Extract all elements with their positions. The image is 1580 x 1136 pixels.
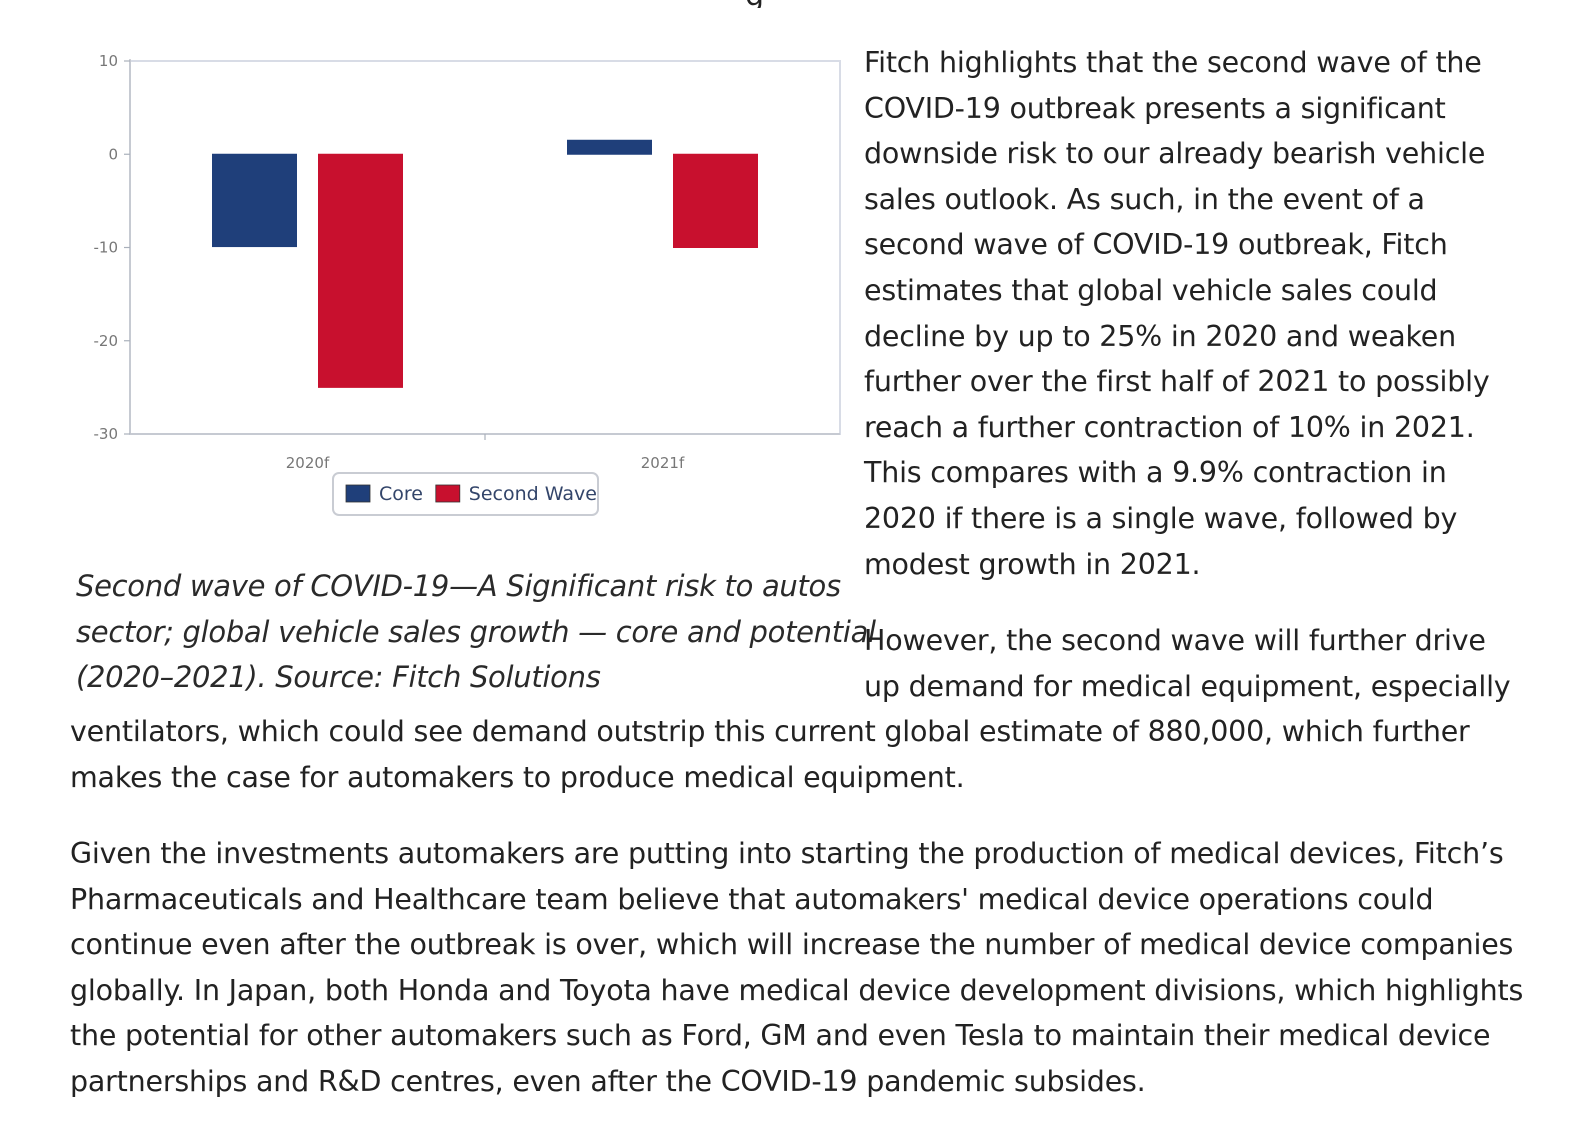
paragraph-automaker-investments: Given the investments automakers are put… [70,831,1530,1105]
text-line: the potential for other automakers such … [70,1019,1491,1053]
text-line: further over the first half of 2021 to p… [864,365,1490,399]
legend-swatch-second-wave [435,484,461,503]
text-line: partnerships and R&D centres, even after… [70,1064,1146,1098]
text-line: Fitch highlights that the second wave of… [864,46,1482,79]
cut-off-heading-text: g [745,0,764,8]
legend-label-core: Core [379,483,423,505]
text-line: globally. In Japan, both Honda and Toyot… [70,973,1524,1007]
text-line: up demand for medical equipment, especia… [864,669,1511,703]
caption-line: sector; global vehicle sales growth — co… [76,614,876,649]
legend-box [332,472,599,516]
y-tick-label: -10 [94,239,119,257]
text-line: continue even after the outbreak is over… [70,928,1514,962]
y-tick-label: -30 [94,425,119,443]
caption-line: (2020–2021). Source: Fitch Solutions [76,660,601,695]
text-line: Pharmaceuticals and Healthcare team beli… [70,882,1434,916]
text-line: However, the second wave will further dr… [864,624,1486,657]
cut-off-heading: g [0,0,1580,8]
paragraph-medical-demand-continued: ventilators, which could see demand outs… [70,709,1530,800]
bar-second-wave-2021f [673,153,758,248]
text-line: ventilators, which could see demand outs… [70,715,1470,748]
x-tick-label: 2020f [286,454,330,472]
paragraph-medical-demand-start: However, the second wave will further dr… [864,618,1524,709]
text-line: downside risk to our already bearish veh… [864,137,1486,171]
text-line: makes the case for automakers to produce… [70,760,965,794]
chart-figure: 10 0 -10 -20 -30 2020f 2021f Core Second Wave Se… [70,36,876,701]
paragraph-vehicle-sales-outlook: Fitch highlights that the second wave of… [864,40,1504,587]
text-line: reach a further contraction of 10% in 20… [864,410,1475,444]
bar-core-2020f [212,153,297,248]
text-line: modest growth in 2021. [864,547,1201,581]
x-tick-label: 2021f [641,454,685,472]
text-line: second wave of COVID-19 outbreak, Fitch [864,228,1448,262]
bar-chart: 10 0 -10 -20 -30 2020f 2021f Core Second Wave [94,52,841,516]
bar-second-wave-2020f [318,153,403,388]
text-line: estimates that global vehicle sales coul… [864,273,1438,307]
text-line: decline by up to 25% in 2020 and weaken [864,319,1456,353]
y-tick-label: -20 [94,332,119,350]
chart-caption: Second wave of COVID-19—A Significant ri… [76,564,876,701]
text-line: COVID-19 outbreak presents a significant [864,91,1446,125]
text-line: This compares with a 9.9% contraction in [864,456,1447,490]
legend-label-second-wave: Second Wave [469,483,597,505]
text-line: 2020 if there is a single wave, followed… [864,501,1458,535]
bar-core-2021f [567,139,652,155]
text-line: Given the investments automakers are put… [70,837,1504,870]
y-tick-label: 0 [108,145,118,163]
caption-line: Second wave of COVID-19—A Significant ri… [76,569,841,603]
text-line: sales outlook. As such, in the event of … [864,182,1425,216]
y-tick-label: 10 [99,52,118,70]
legend-swatch-core [345,484,371,503]
